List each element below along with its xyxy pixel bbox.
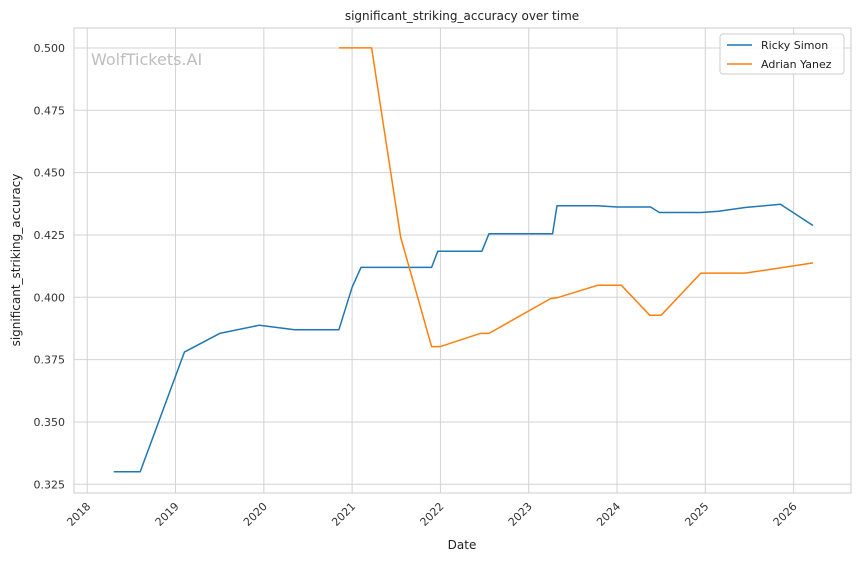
series-line-1 — [113, 203, 814, 473]
plot-frame — [73, 27, 852, 494]
series-line-2 — [338, 47, 814, 348]
x-axis-label: Date — [448, 538, 477, 552]
legend-label-2: Adrian Yanez — [761, 58, 832, 71]
y-tick-label: 0.400 — [34, 291, 66, 304]
y-tick-label: 0.450 — [34, 167, 66, 180]
y-tick-label: 0.375 — [34, 354, 66, 367]
series-layer — [113, 47, 814, 473]
y-tick-label: 0.500 — [34, 42, 66, 55]
legend: Ricky Simon Adrian Yanez — [719, 33, 845, 75]
legend-label-1: Ricky Simon — [761, 39, 828, 52]
y-axis-label: significant_striking_accuracy — [9, 174, 23, 347]
y-tick-label: 0.350 — [34, 416, 66, 429]
chart-title: significant_striking_accuracy over time — [345, 9, 579, 23]
y-tick-label: 0.325 — [34, 478, 66, 491]
y-tick-label: 0.425 — [34, 229, 66, 242]
grid — [74, 28, 851, 493]
watermark: WolfTickets.AI — [91, 50, 202, 69]
y-tick-label: 0.475 — [34, 104, 66, 117]
y-axis-ticks: 0.325 0.350 0.375 0.400 0.425 0.450 0.475 0.500 — [34, 42, 66, 491]
